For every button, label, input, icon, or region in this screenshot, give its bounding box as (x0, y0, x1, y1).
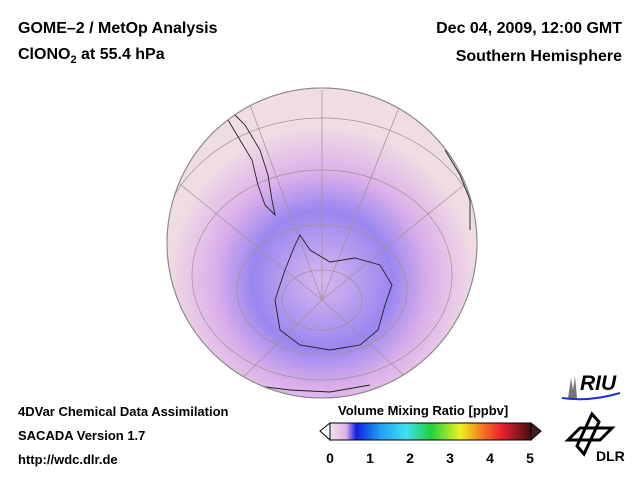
footer-version: SACADA Version 1.7 (18, 428, 146, 443)
species-subscript: 2 (70, 54, 77, 67)
riu-logo-text: RIU (580, 372, 617, 395)
colorbar-tick: 4 (486, 450, 494, 466)
colorbar-tick: 2 (406, 450, 414, 466)
dlr-logo-text: DLR (596, 448, 625, 464)
colorbar-max-arrow (530, 421, 542, 442)
species-name: ClONO (18, 46, 71, 63)
title-instrument: GOME–2 / MetOp Analysis (18, 20, 218, 37)
title-species: ClONO2 at 55.4 hPa (18, 46, 165, 66)
colorbar-min-arrow (319, 421, 331, 442)
colorbar-tick: 5 (526, 450, 534, 466)
colorbar-tick: 0 (326, 450, 334, 466)
colorbar-tick: 3 (446, 450, 454, 466)
riu-logo (561, 376, 621, 401)
colorbar (319, 421, 542, 442)
dlr-logo (564, 411, 616, 457)
colorbar-tick: 1 (366, 450, 374, 466)
colorbar-title: Volume Mixing Ratio [ppbv] (338, 403, 509, 418)
species-pressure: at 55.4 hPa (76, 46, 165, 63)
coastlines (227, 109, 471, 393)
footer-url[interactable]: http://wdc.dlr.de (18, 452, 118, 467)
hemisphere-label: Southern Hemisphere (455, 48, 622, 65)
footer-method: 4DVar Chemical Data Assimilation (18, 404, 229, 419)
graticule (167, 90, 477, 398)
date-label: Dec 04, 2009, 12:00 GMT (436, 20, 622, 37)
